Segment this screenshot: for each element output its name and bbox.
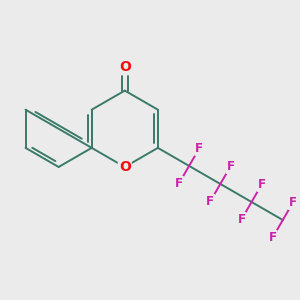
Text: O: O	[119, 160, 131, 174]
Text: F: F	[206, 195, 214, 208]
Text: F: F	[175, 177, 183, 190]
Text: F: F	[289, 196, 297, 209]
Text: O: O	[119, 60, 131, 74]
Text: F: F	[258, 178, 266, 191]
Text: F: F	[269, 231, 277, 244]
Text: F: F	[195, 142, 203, 155]
Text: F: F	[238, 213, 245, 226]
Text: F: F	[226, 160, 234, 173]
